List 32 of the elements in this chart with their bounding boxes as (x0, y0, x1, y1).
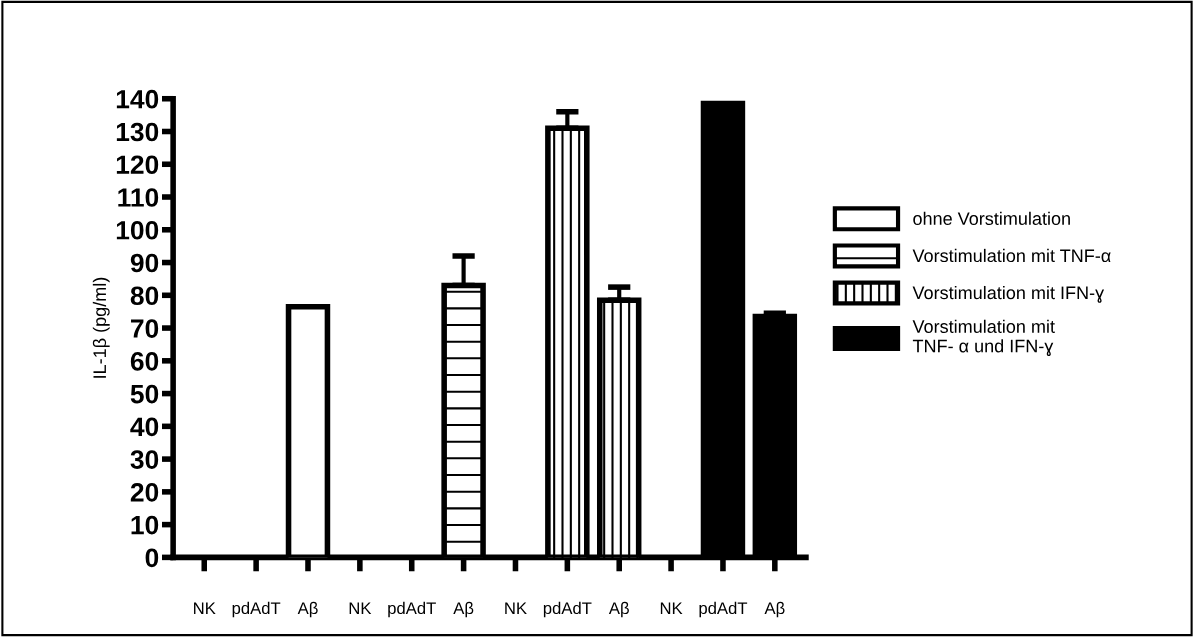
y-tick-label: 140 (116, 89, 159, 109)
legend-label: Vorstimulation mit TNF-α (912, 248, 1111, 263)
y-tick-label: 60 (130, 351, 159, 371)
x-tick-label: Aβ (608, 601, 629, 618)
x-tick-label: Aβ (764, 601, 785, 618)
x-tick-label: NK (194, 602, 216, 614)
x-tick-label: NK (349, 602, 372, 614)
x-tick-label: pdAdT (388, 601, 436, 618)
y-tick-label: 10 (131, 515, 159, 535)
x-tick-label: NK (505, 602, 527, 614)
y-tick-label: 0 (145, 548, 159, 568)
legend-label: ohne Vorstimulation (913, 211, 1070, 225)
x-tick-label: Aβ (453, 601, 474, 618)
legend-label: Vorstimulation mit IFN-ɣ (912, 285, 1105, 303)
y-axis-title: IL-1β (pg/ml) (92, 277, 110, 378)
y-tick-label: 130 (116, 122, 159, 142)
y-tick-label: 70 (131, 319, 159, 338)
y-tick-label: 30 (130, 450, 159, 469)
x-tick-label: NK (660, 602, 683, 614)
x-tick-label: pdAdT (699, 601, 748, 618)
y-tick-label: 50 (130, 384, 159, 404)
x-tick-label: Aβ (297, 601, 318, 618)
y-tick-label: 80 (130, 286, 159, 306)
y-tick-label: 120 (116, 155, 159, 175)
y-tick-label: 110 (118, 188, 159, 207)
y-tick-label: 20 (130, 482, 159, 502)
x-tick-label: pdAdT (543, 601, 592, 618)
y-tick-label: 100 (116, 220, 159, 240)
y-tick-label: 40 (130, 417, 159, 437)
legend-label: Vorstimulation mit TNF- α und IFN-ɣ (912, 319, 1055, 356)
x-tick-label: pdAdT (232, 601, 281, 618)
y-tick-label: 90 (130, 253, 159, 273)
